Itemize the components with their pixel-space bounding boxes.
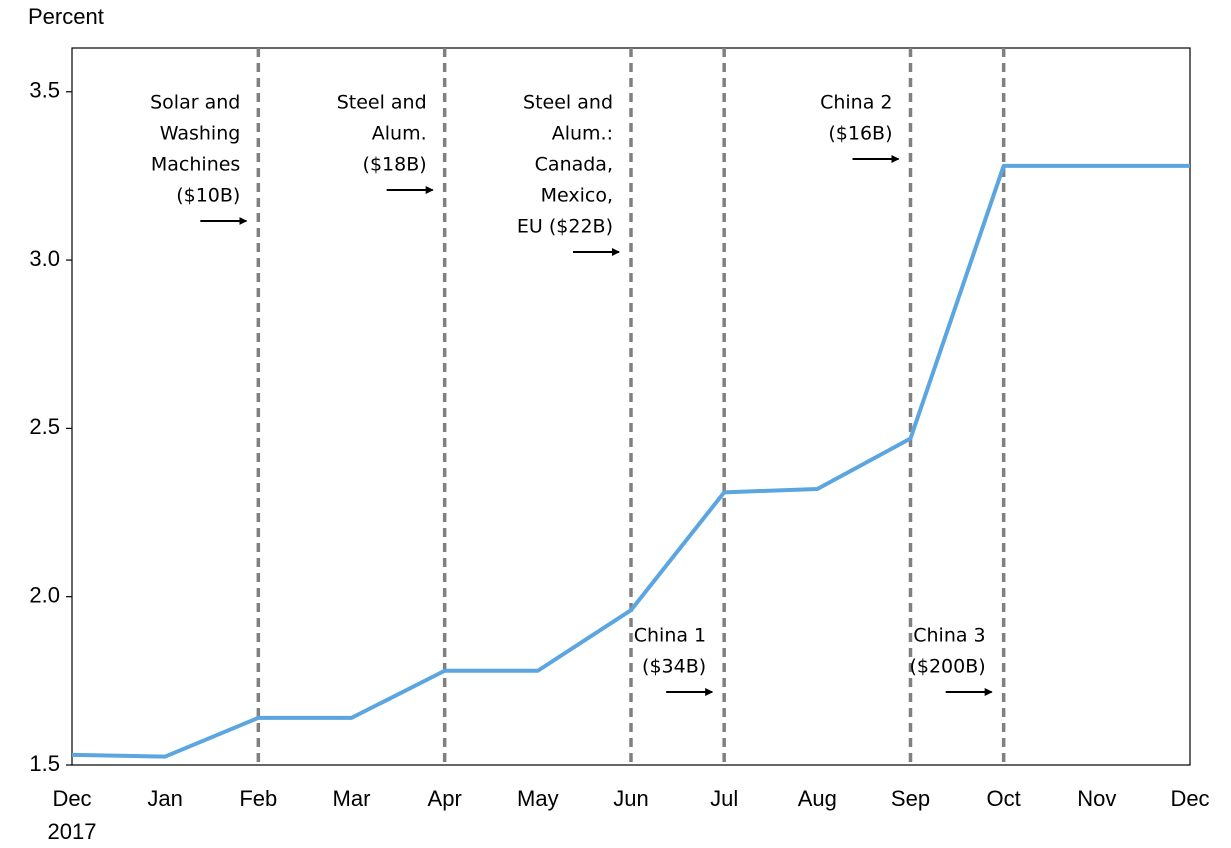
annotation-text: China 3: [913, 625, 985, 647]
annotation-text: China 2: [820, 92, 892, 114]
annotation-text: Mexico,: [541, 185, 613, 207]
y-axis-label: Percent: [28, 4, 104, 29]
annotation-text: Solar and: [150, 92, 240, 114]
annotation-text: Machines: [151, 154, 240, 176]
x-year-label: 2017: [48, 819, 97, 844]
x-tick-label: Oct: [987, 786, 1021, 811]
y-tick-label: 1.5: [29, 751, 60, 776]
x-tick-label: Jun: [613, 786, 648, 811]
annotation-text: ($200B): [909, 656, 985, 678]
y-tick-label: 3.5: [29, 78, 60, 103]
annotation-text: Steel and: [523, 92, 613, 114]
data-line: [71, 163, 1190, 759]
x-tick-label: Jan: [147, 786, 182, 811]
annotation-text: ($34B): [642, 656, 706, 678]
x-tick-label: Aug: [798, 786, 837, 811]
annotation-text: Alum.: [372, 123, 427, 145]
annotation-text: Washing: [160, 123, 241, 145]
annotation-text: ($10B): [176, 185, 240, 207]
x-tick-label: Jul: [710, 786, 738, 811]
annotation-text: Steel and: [337, 92, 427, 114]
x-tick-label: Dec: [1170, 786, 1209, 811]
x-tick-label: Sep: [891, 786, 930, 811]
y-tick-label: 2.5: [29, 414, 60, 439]
x-tick-label: Feb: [239, 786, 277, 811]
annotation-text: ($18B): [363, 154, 427, 176]
x-tick-label: Mar: [333, 786, 371, 811]
y-tick-label: 3.0: [29, 246, 60, 271]
y-tick-label: 2.0: [29, 583, 60, 608]
x-tick-label: Apr: [428, 786, 462, 811]
x-tick-label: Dec: [52, 786, 91, 811]
annotation-text: China 1: [634, 625, 706, 647]
annotation-text: Alum.:: [552, 123, 613, 145]
annotation-text: ($16B): [828, 123, 892, 145]
x-tick-label: May: [517, 786, 559, 811]
annotation-text: EU ($22B): [517, 216, 613, 238]
annotation-text: Canada,: [535, 154, 613, 176]
x-tick-label: Nov: [1077, 786, 1116, 811]
